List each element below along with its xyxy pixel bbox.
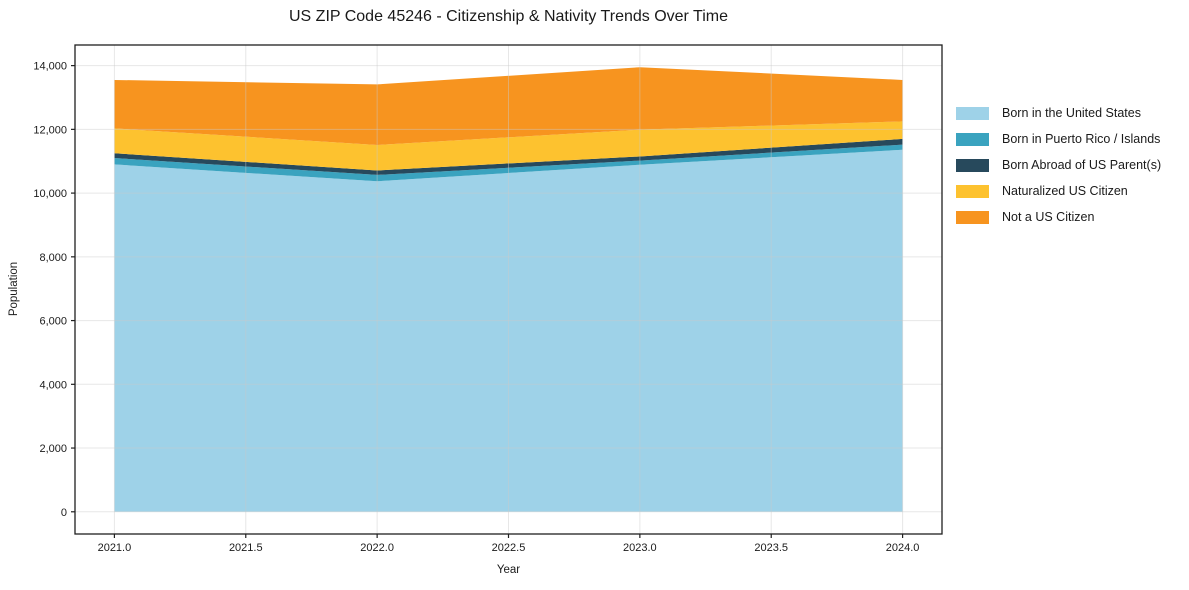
- x-tick-label: 2021.0: [98, 542, 132, 554]
- x-tick-label: 2023.5: [754, 542, 788, 554]
- y-tick-label: 4,000: [39, 379, 67, 391]
- legend-item-4: Not a US Citizen: [956, 204, 1161, 230]
- legend-item-3: Naturalized US Citizen: [956, 178, 1161, 204]
- legend-label: Born in Puerto Rico / Islands: [1002, 132, 1161, 146]
- legend-label: Naturalized US Citizen: [1002, 184, 1128, 198]
- y-tick-label: 8,000: [39, 252, 67, 264]
- legend-item-0: Born in the United States: [956, 100, 1161, 126]
- legend-swatch-icon: [956, 210, 989, 224]
- x-tick-label: 2021.5: [229, 542, 263, 554]
- y-axis-label: Population: [8, 261, 20, 317]
- x-axis-label: Year: [496, 564, 521, 576]
- y-tick-label: 6,000: [39, 316, 67, 328]
- y-tick-label: 0: [61, 507, 67, 519]
- legend-swatch-icon: [956, 158, 989, 172]
- x-tick-label: 2022.5: [492, 542, 526, 554]
- area-series-0: [114, 149, 903, 512]
- area-series-2: [114, 138, 903, 175]
- y-tick-label: 12,000: [33, 124, 67, 136]
- legend-swatch-icon: [956, 132, 989, 146]
- legend-label: Not a US Citizen: [1002, 210, 1095, 224]
- chart-title: US ZIP Code 45246 - Citizenship & Nativi…: [289, 8, 728, 25]
- legend-swatch-icon: [956, 184, 989, 198]
- area-series-3: [114, 121, 903, 171]
- y-tick-label: 10,000: [33, 188, 67, 200]
- x-tick-label: 2023.0: [623, 542, 657, 554]
- y-tick-label: 14,000: [33, 61, 67, 73]
- legend: Born in the United States Born in Puerto …: [956, 100, 1161, 230]
- x-tick-label: 2022.0: [360, 542, 394, 554]
- x-tick-label: 2024.0: [886, 542, 920, 554]
- legend-item-1: Born in Puerto Rico / Islands: [956, 126, 1161, 152]
- legend-swatch-icon: [956, 106, 989, 120]
- area-series-1: [114, 144, 903, 182]
- legend-label: Born Abroad of US Parent(s): [1002, 158, 1162, 172]
- legend-label: Born in the United States: [1002, 106, 1141, 120]
- legend-item-2: Born Abroad of US Parent(s): [956, 152, 1161, 178]
- y-tick-label: 2,000: [39, 443, 67, 455]
- area-series-4: [114, 67, 903, 145]
